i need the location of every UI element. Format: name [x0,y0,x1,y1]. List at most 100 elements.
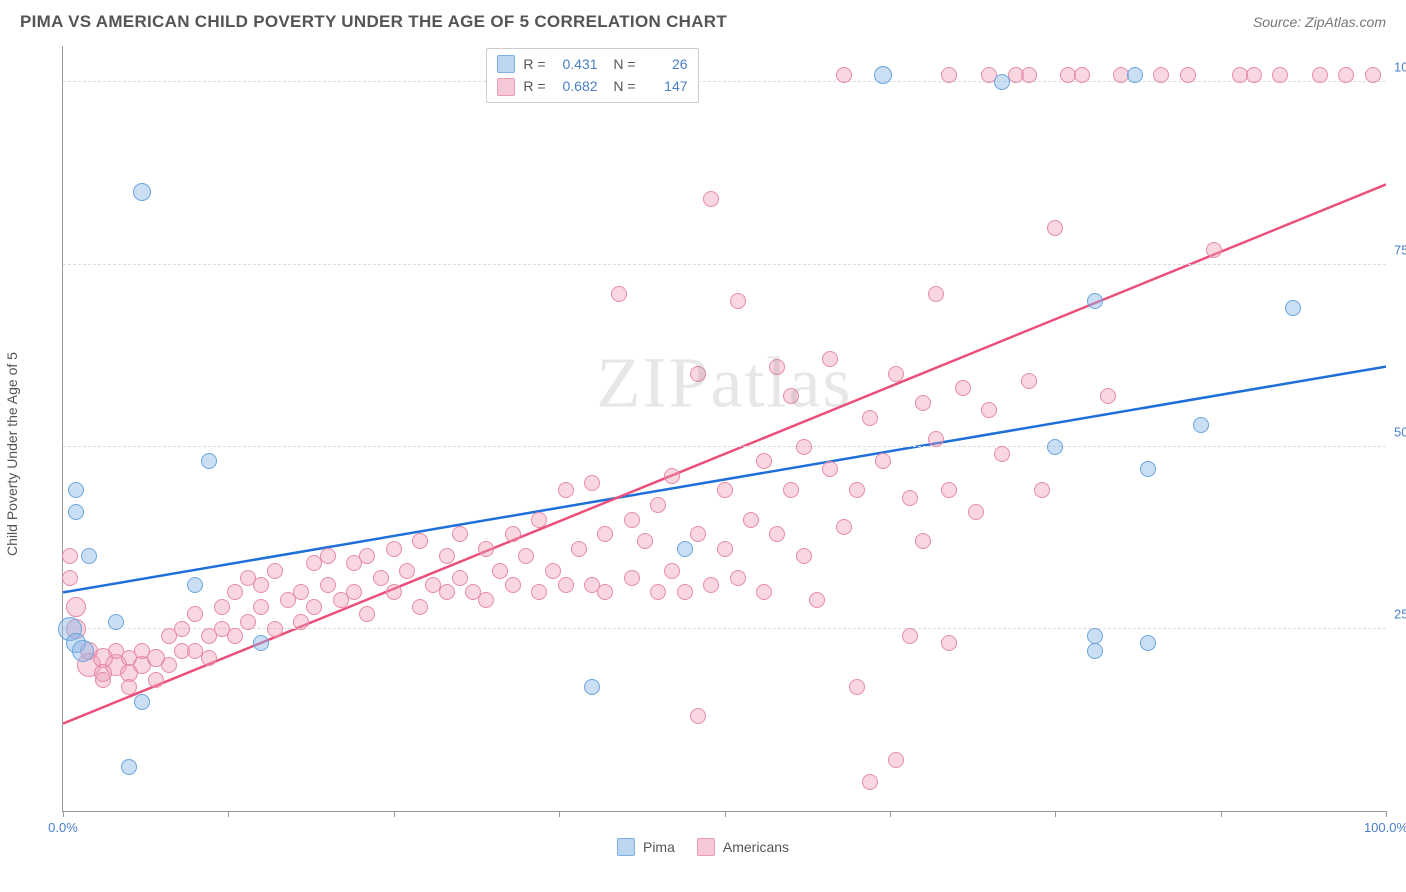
data-point [994,446,1010,462]
data-point [1047,439,1063,455]
data-point [809,592,825,608]
data-point [505,526,521,542]
legend-row-americans: R = 0.682 N = 147 [497,75,687,97]
legend-row-pima: R = 0.431 N = 26 [497,53,687,75]
data-point [68,482,84,498]
data-point [756,584,772,600]
data-point [1338,67,1354,83]
data-point [769,359,785,375]
data-point [439,584,455,600]
data-point [743,512,759,528]
legend-label: R = [523,75,545,97]
data-point [968,504,984,520]
data-point [66,597,86,617]
data-point [862,774,878,790]
data-point [293,614,309,630]
y-tick-label: 25.0% [1394,606,1406,621]
data-point [227,584,243,600]
legend-label: R = [523,53,545,75]
data-point [68,504,84,520]
y-axis-label: Child Poverty Under the Age of 5 [4,352,20,556]
trend-lines [63,46,1386,811]
data-point [1246,67,1262,83]
data-point [928,431,944,447]
data-point [1021,373,1037,389]
plot-area: ZIPatlas R = 0.431 N = 26 R = 0.682 N = … [62,46,1386,812]
data-point [478,541,494,557]
data-point [902,628,918,644]
data-point [597,584,613,600]
data-point [703,577,719,593]
data-point [874,66,892,84]
data-point [412,533,428,549]
data-point [1074,67,1090,83]
data-point [95,672,111,688]
y-tick-label: 100.0% [1394,60,1406,75]
data-point [611,286,627,302]
data-point [624,570,640,586]
data-point [62,570,78,586]
data-point [452,570,468,586]
legend-label: N = [606,53,636,75]
data-point [1087,293,1103,309]
data-point [796,548,812,564]
legend-r-value: 0.682 [554,75,598,97]
data-point [505,577,521,593]
data-point [637,533,653,549]
data-point [161,657,177,673]
data-point [650,584,666,600]
data-point [148,672,164,688]
data-point [1047,220,1063,236]
data-point [62,548,78,564]
data-point [664,563,680,579]
data-point [677,541,693,557]
x-tick-label: 100.0% [1364,820,1406,835]
data-point [531,512,547,528]
chart-title: PIMA VS AMERICAN CHILD POVERTY UNDER THE… [20,12,727,32]
data-point [915,395,931,411]
data-point [134,694,150,710]
data-point [1140,635,1156,651]
data-point [836,67,852,83]
data-point [862,410,878,426]
data-point [1127,67,1143,83]
data-point [267,621,283,637]
legend-n-value: 147 [644,75,688,97]
data-point [531,584,547,600]
legend-r-value: 0.431 [554,53,598,75]
data-point [399,563,415,579]
data-point [888,752,904,768]
data-point [121,679,137,695]
data-point [677,584,693,600]
data-point [108,614,124,630]
data-point [717,541,733,557]
data-point [240,614,256,630]
data-point [783,482,799,498]
swatch-pima [617,838,635,856]
data-point [888,366,904,382]
data-point [981,402,997,418]
legend-label: Americans [723,839,789,855]
data-point [81,548,97,564]
data-point [558,482,574,498]
x-tick-label: 0.0% [48,820,78,835]
data-point [703,191,719,207]
data-point [624,512,640,528]
data-point [320,577,336,593]
data-point [915,533,931,549]
data-point [994,74,1010,90]
data-point [941,482,957,498]
legend-item-pima: Pima [617,838,675,856]
data-point [253,577,269,593]
data-point [875,453,891,469]
legend-series: Pima Americans [617,838,789,856]
data-point [201,650,217,666]
data-point [359,606,375,622]
data-point [1153,67,1169,83]
data-point [928,286,944,302]
data-point [730,570,746,586]
data-point [1034,482,1050,498]
data-point [690,708,706,724]
data-point [478,592,494,608]
data-point [690,526,706,542]
